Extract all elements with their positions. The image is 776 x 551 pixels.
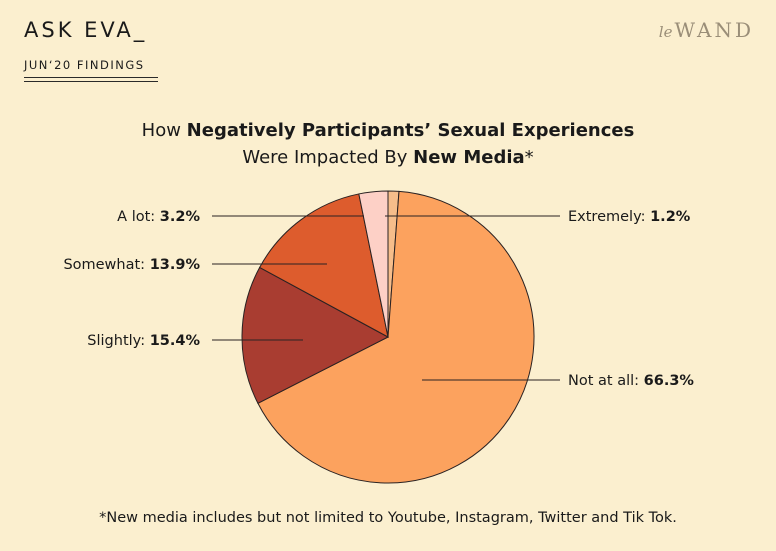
brand-title: ASK EVA_ bbox=[24, 18, 148, 42]
pie-slice bbox=[241, 266, 390, 404]
slice-label: A lot: 3.2% bbox=[117, 209, 200, 225]
footnote: *New media includes but not limited to Y… bbox=[99, 510, 677, 526]
subtitle-underline bbox=[24, 81, 158, 82]
chart-title-plain: Were Impacted By bbox=[242, 147, 414, 168]
slice-category: Not at all: bbox=[568, 373, 644, 389]
slice-category: Slightly: bbox=[87, 333, 149, 349]
findings-subtitle: JUN‘20 FINDINGS bbox=[24, 58, 145, 72]
slice-value: 13.9% bbox=[150, 257, 201, 273]
pie-slice bbox=[258, 193, 389, 338]
slice-label: Not at all: 66.3% bbox=[568, 373, 694, 389]
chart-title-bold: Negatively Participants’ Sexual Experien… bbox=[186, 120, 635, 141]
chart-title-bold: New Media bbox=[413, 147, 525, 168]
slice-label: Slightly: 15.4% bbox=[87, 333, 200, 349]
slice-value: 3.2% bbox=[160, 209, 201, 225]
logo-prefix: le bbox=[658, 23, 673, 41]
slice-category: A lot: bbox=[117, 209, 160, 225]
lewand-logo: le WAND bbox=[659, 18, 754, 42]
slice-category: Extremely: bbox=[568, 209, 650, 225]
slice-value: 15.4% bbox=[150, 333, 201, 349]
chart-title-plain: How bbox=[141, 120, 187, 141]
logo-main: WAND bbox=[674, 18, 754, 42]
subtitle-underline bbox=[24, 77, 158, 78]
slice-value: 66.3% bbox=[644, 373, 695, 389]
pie-slice bbox=[257, 190, 535, 484]
chart-title-suffix: * bbox=[524, 147, 534, 168]
slice-label: Somewhat: 13.9% bbox=[63, 257, 200, 273]
pie-slice bbox=[358, 190, 389, 338]
slice-category: Somewhat: bbox=[63, 257, 149, 273]
chart-title-line-2: Were Impacted By New Media* bbox=[0, 144, 776, 171]
slice-label: Extremely: 1.2% bbox=[568, 209, 691, 225]
slice-value: 1.2% bbox=[650, 209, 691, 225]
chart-title-line-1: How Negatively Participants’ Sexual Expe… bbox=[0, 117, 776, 144]
